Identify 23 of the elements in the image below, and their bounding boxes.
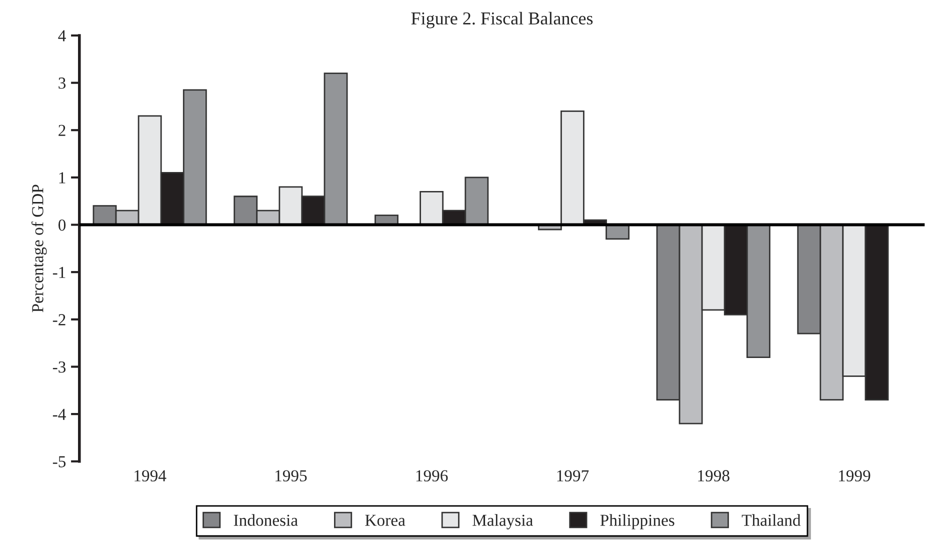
x-tick-label: 1998 xyxy=(698,470,730,482)
y-tick-label: 0 xyxy=(58,219,66,231)
y-tick-label: 3 xyxy=(58,78,66,89)
legend-label: Philippines xyxy=(600,514,674,530)
y-tick-label: -5 xyxy=(52,456,66,468)
y-tick-label: 4 xyxy=(58,30,66,42)
x-tick-label: 1996 xyxy=(416,470,448,482)
legend-label: Korea xyxy=(365,514,406,526)
y-tick-label: -1 xyxy=(52,266,66,278)
legend-label: Thailand xyxy=(742,514,801,526)
x-tick-label: 1997 xyxy=(557,470,589,482)
x-tick-label: 1994 xyxy=(134,470,166,482)
y-tick-label: -3 xyxy=(52,361,66,373)
y-tick-label: -4 xyxy=(52,408,66,420)
legend-label: Malaysia xyxy=(472,514,533,530)
chart-title: Figure 2. Fiscal Balances xyxy=(411,12,593,28)
x-tick-label: 1995 xyxy=(276,470,307,482)
y-tick-label: -2 xyxy=(52,314,66,326)
x-tick-label: 1999 xyxy=(839,470,870,482)
y-tick-label: 1 xyxy=(59,172,66,184)
y-tick-label: 2 xyxy=(58,124,66,136)
legend-label: Indonesia xyxy=(234,514,298,526)
y-axis-title: Percentage of GDP xyxy=(31,184,47,312)
